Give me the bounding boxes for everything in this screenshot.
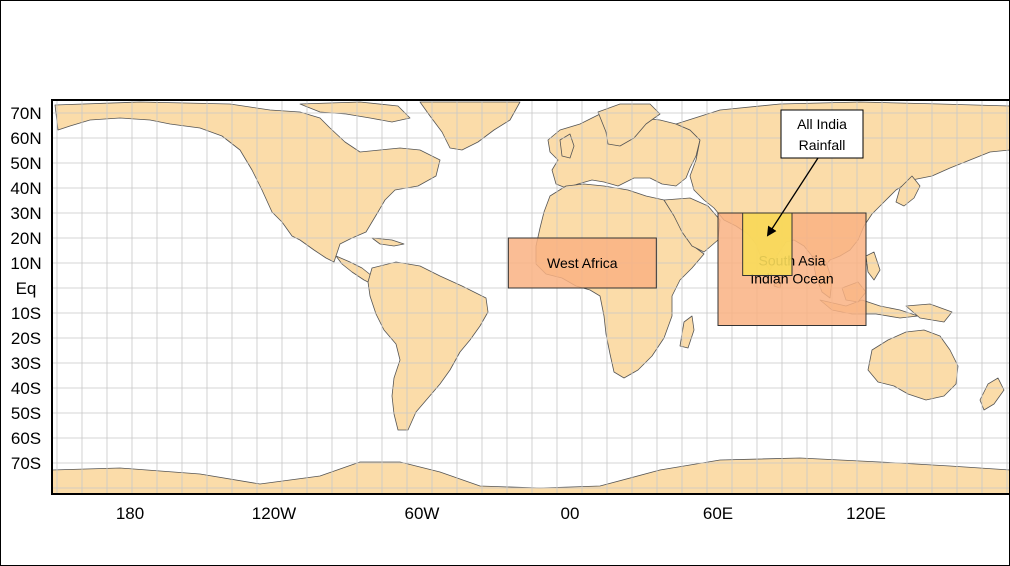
lat-label: 40S — [11, 379, 41, 398]
west-africa-label-1: West Africa — [547, 255, 618, 271]
longitude-labels: 180 120W 60W 00 60E 120E — [116, 504, 886, 523]
lat-label: 20S — [11, 329, 41, 348]
madagascar — [679, 315, 695, 349]
lat-label: 70N — [10, 104, 41, 123]
new-zealand — [979, 377, 1005, 411]
lat-label: 70S — [11, 454, 41, 473]
antarctica — [52, 457, 1010, 494]
all-india-region — [742, 212, 793, 276]
lat-label: 10N — [10, 254, 41, 273]
japan — [895, 175, 921, 207]
arabian-peninsula — [663, 197, 721, 253]
lat-label: Eq — [16, 279, 37, 298]
lat-label: 10S — [11, 304, 41, 323]
callout-line-1: All India — [797, 116, 847, 132]
lon-label: 180 — [116, 504, 144, 523]
lat-label: 40N — [10, 179, 41, 198]
lat-label: 20N — [10, 229, 41, 248]
callout-line-2: Rainfall — [799, 137, 846, 153]
latitude-labels: 70N 60N 50N 40N 30N 20N 10N Eq 10S 20S 30S 40S 50S 60… — [10, 104, 41, 473]
australia — [867, 329, 959, 401]
lon-label: 120W — [252, 504, 296, 523]
lat-label: 50S — [11, 404, 41, 423]
caribbean-islands — [371, 237, 405, 247]
british-isles — [559, 133, 575, 159]
philippines — [865, 251, 881, 281]
map-border — [51, 99, 1010, 495]
continents — [52, 101, 1010, 494]
lon-label: 60E — [703, 504, 733, 523]
lat-label: 30N — [10, 204, 41, 223]
lon-label: 120E — [846, 504, 886, 523]
lat-label: 30S — [11, 354, 41, 373]
callout-box — [780, 109, 864, 159]
lat-label: 60N — [10, 129, 41, 148]
callout-arrow — [766, 157, 819, 237]
north-america — [54, 101, 441, 263]
lat-label: 50N — [10, 154, 41, 173]
west-africa-region — [507, 237, 657, 289]
lat-label: 60S — [11, 429, 41, 448]
lon-label: 00 — [561, 504, 580, 523]
lon-label: 60W — [405, 504, 440, 523]
all-india-callout: All India Rainfall — [766, 109, 864, 237]
